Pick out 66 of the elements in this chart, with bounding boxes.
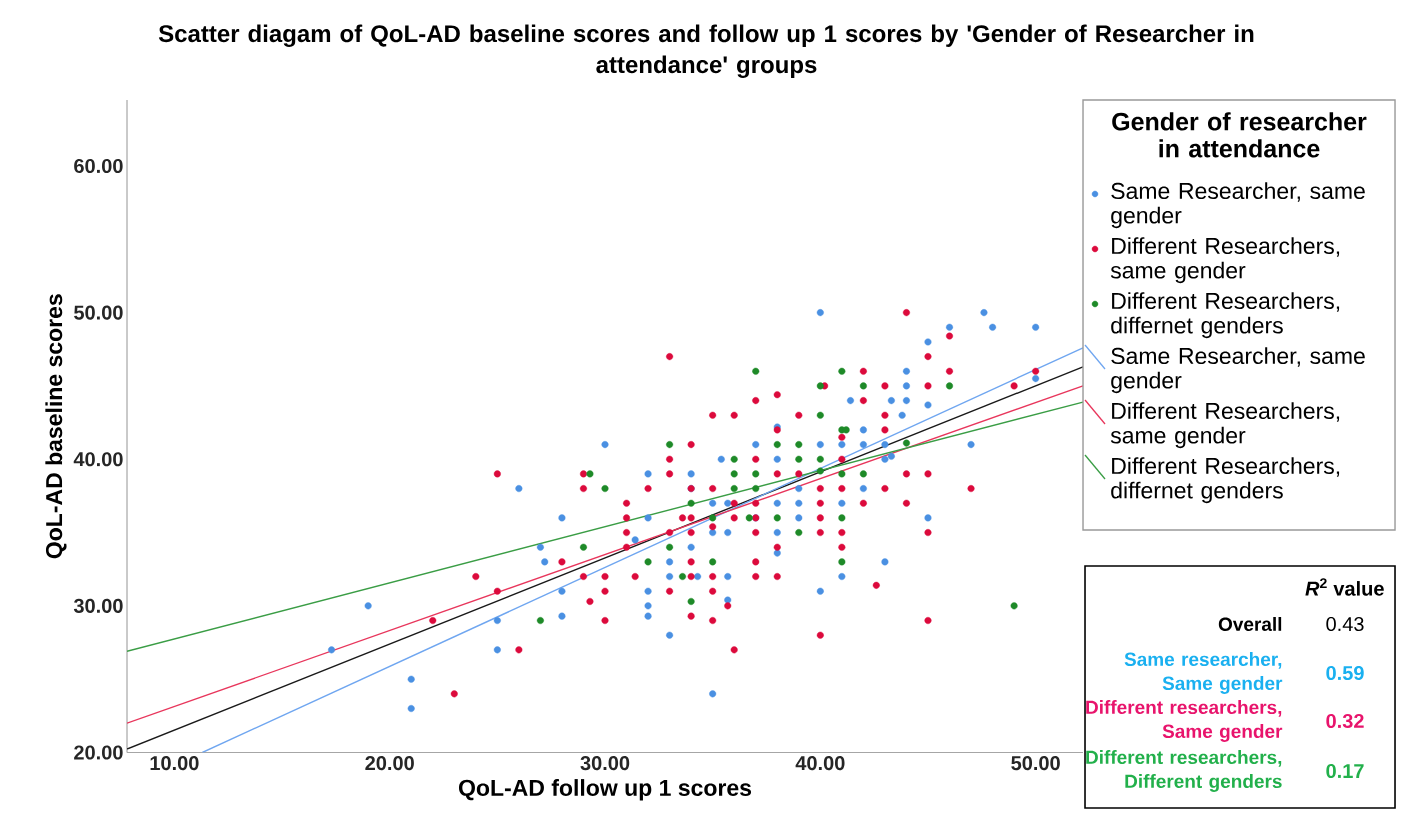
point: [752, 367, 760, 375]
point: [816, 467, 824, 475]
chart-title: Scatter diagam of QoL-AD baseline scores and follow up 1 scores by 'Gender of Researcher in attendance' groups: [158, 24, 1254, 78]
point: [730, 455, 738, 463]
point: [730, 485, 738, 493]
point: [579, 543, 587, 551]
point: [859, 382, 867, 390]
point: [795, 455, 803, 463]
legend-label: Different Researchers, same gender: [1110, 237, 1340, 284]
legend-label: Same Researcher, same gender: [1111, 347, 1365, 394]
point: [687, 499, 695, 507]
point: [842, 426, 850, 434]
y-axis-title: QoL-AD baseline scores: [45, 294, 67, 559]
point: [536, 617, 544, 625]
text: 0.32: [1326, 713, 1364, 729]
text: 0.43: [1326, 616, 1364, 632]
text: Different researchers, Same gender: [1086, 700, 1283, 742]
point: [752, 470, 760, 478]
point: [838, 558, 846, 566]
x-tick-label: 20.00: [365, 756, 414, 771]
point: [586, 470, 594, 478]
point: [666, 543, 674, 551]
legend-label: Different Researchers, differnet genders: [1111, 457, 1340, 504]
point: [709, 514, 717, 522]
y-tick-label: 40.00: [73, 452, 123, 467]
text: R$^{2}$ value: [1305, 578, 1384, 596]
text: 0.17: [1326, 763, 1364, 779]
text: Different researchers, Different genders: [1086, 750, 1282, 792]
point: [795, 441, 803, 449]
point: [838, 367, 846, 375]
point: [745, 514, 753, 522]
point: [644, 558, 652, 566]
legend-title: Gender of researcher in attendance: [1112, 112, 1367, 158]
point: [730, 470, 738, 478]
x-tick-label: 10.00: [150, 756, 199, 771]
point: [773, 514, 781, 522]
x-tick-label: 30.00: [580, 756, 630, 771]
point: [795, 529, 803, 537]
point: [687, 597, 695, 605]
text: 0.59: [1326, 665, 1364, 681]
text: Overall: [1218, 617, 1282, 631]
text: Same researcher, Same gender: [1124, 652, 1283, 694]
legend-label: Same Researcher, same gender: [1111, 182, 1365, 229]
point: [679, 573, 687, 581]
point: [838, 514, 846, 522]
y-tick-label: 30.00: [73, 598, 123, 613]
y-tick-label: 20.00: [74, 745, 123, 760]
legend-label: Different Researchers, same gender: [1110, 402, 1340, 449]
y-tick-label: 50.00: [74, 305, 123, 320]
x-tick-label: 50.00: [1011, 756, 1060, 771]
point: [838, 470, 846, 478]
point: [709, 558, 717, 566]
y-tick-label: 60.00: [74, 158, 123, 174]
point: [666, 441, 674, 449]
legend-label: Different Researchers, differnet genders: [1111, 292, 1340, 339]
point: [1010, 602, 1018, 610]
point: [902, 439, 910, 447]
x-tick-label: 40.00: [795, 756, 845, 771]
x-axis-title: QoL-AD follow up 1 scores: [458, 779, 752, 801]
point: [752, 485, 760, 493]
point: [859, 470, 867, 478]
point: [816, 411, 824, 419]
point: [773, 441, 781, 449]
point: [946, 382, 954, 390]
point: [816, 455, 824, 463]
point: [601, 485, 609, 493]
